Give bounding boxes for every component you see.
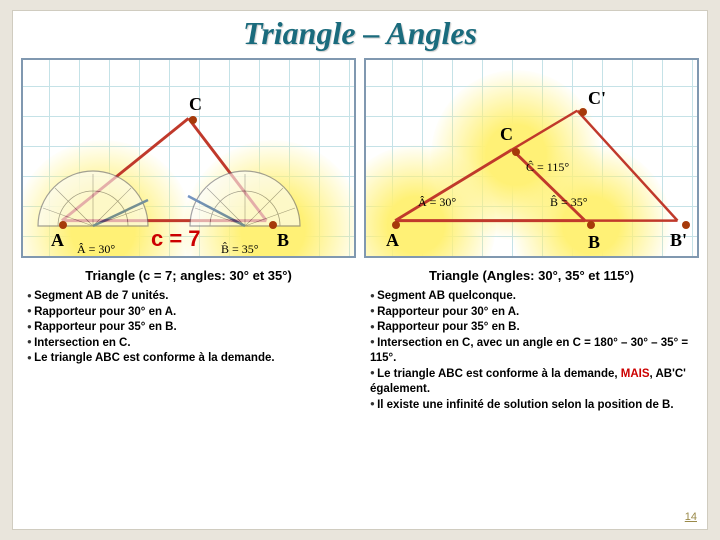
label-cp: C' (588, 88, 606, 109)
point-a2 (392, 221, 400, 229)
point-b2 (587, 221, 595, 229)
right-triangle-lines (366, 60, 697, 255)
list-item: Segment AB quelconque. (370, 289, 699, 305)
list-item: Segment AB de 7 unités. (27, 289, 356, 305)
c-equals-label: c = 7 (151, 226, 201, 252)
label-bp: B' (670, 230, 687, 251)
page-number: 14 (685, 511, 697, 523)
angle-c2-label: Ĉ = 115° (526, 160, 569, 175)
label-c2: C (500, 124, 513, 145)
label-a2: A (386, 230, 399, 251)
label-a: A (51, 230, 64, 251)
left-figure: A B C Â = 30° B̂ = 35° c = 7 (21, 58, 356, 258)
label-b2: B (588, 232, 600, 253)
left-column: A B C Â = 30° B̂ = 35° c = 7 Triangle (c… (21, 58, 356, 413)
angle-b-label: B̂ = 35° (221, 242, 259, 257)
list-item: Intersection en C, avec un angle en C = … (370, 336, 699, 367)
right-list: Segment AB quelconque. Rapporteur pour 3… (364, 289, 699, 413)
protractor-b (185, 168, 305, 228)
list-item: Rapporteur pour 30° en A. (27, 305, 356, 321)
point-c (189, 116, 197, 124)
right-figure: A B C B' C' Â = 30° B̂ = 35° Ĉ = 115° (364, 58, 699, 258)
protractor-a (33, 168, 153, 228)
content-row: A B C Â = 30° B̂ = 35° c = 7 Triangle (c… (13, 58, 707, 413)
left-list: Segment AB de 7 unités. Rapporteur pour … (21, 289, 356, 367)
list-item: Le triangle ABC est conforme à la demand… (27, 351, 356, 367)
list-item: Il existe une infinité de solution selon… (370, 398, 699, 414)
point-a (59, 221, 67, 229)
list-item: Rapporteur pour 30° en A. (370, 305, 699, 321)
point-c2 (512, 148, 520, 156)
right-caption: Triangle (Angles: 30°, 35° et 115°) (364, 268, 699, 283)
right-column: A B C B' C' Â = 30° B̂ = 35° Ĉ = 115° Tr… (364, 58, 699, 413)
point-b (269, 221, 277, 229)
angle-a2-label: Â = 30° (418, 195, 456, 210)
angle-b2-label: B̂ = 35° (550, 195, 588, 210)
point-cp (579, 108, 587, 116)
angle-a-label: Â = 30° (77, 242, 115, 257)
left-caption: Triangle (c = 7; angles: 30° et 35°) (21, 268, 356, 283)
page-title: Triangle – Angles (13, 11, 707, 52)
list-item: Le triangle ABC est conforme à la demand… (370, 367, 699, 398)
point-bp (682, 221, 690, 229)
list-item: Rapporteur pour 35° en B. (27, 320, 356, 336)
label-b: B (277, 230, 289, 251)
list-item: Rapporteur pour 35° en B. (370, 320, 699, 336)
list-item: Intersection en C. (27, 336, 356, 352)
label-c: C (189, 94, 202, 115)
